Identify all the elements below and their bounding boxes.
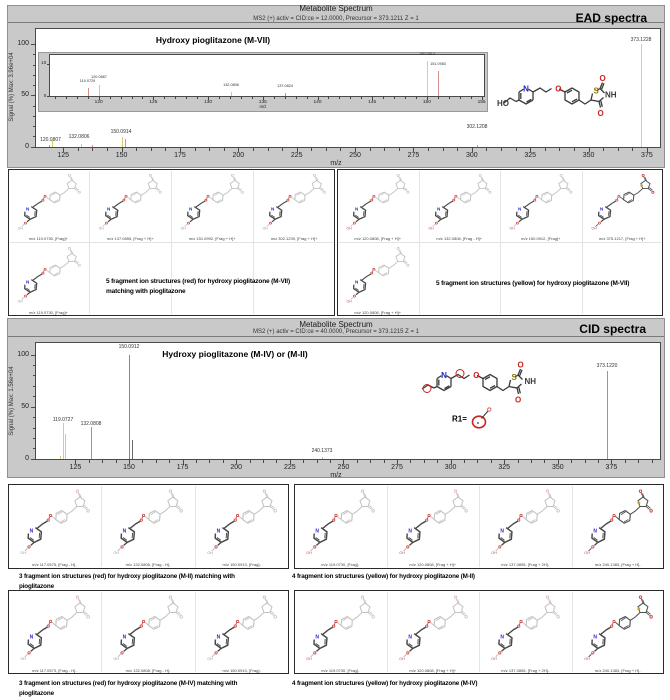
svg-text:Signal (%) Max: 1.56e+04: Signal (%) Max: 1.56e+04 bbox=[9, 366, 15, 436]
svg-text:R1=: R1= bbox=[452, 415, 467, 424]
svg-text:S: S bbox=[512, 373, 518, 382]
svg-text:N: N bbox=[441, 371, 447, 380]
svg-text:O: O bbox=[555, 85, 561, 94]
svg-text:Signal (%) Max: 3.96e+04: Signal (%) Max: 3.96e+04 bbox=[9, 52, 15, 122]
svg-text:HO: HO bbox=[497, 99, 509, 108]
svg-text:NH: NH bbox=[605, 91, 617, 100]
svg-text:NH: NH bbox=[525, 377, 537, 386]
svg-text:S: S bbox=[594, 87, 600, 96]
svg-text:O: O bbox=[473, 371, 479, 380]
svg-text:N: N bbox=[523, 85, 529, 94]
svg-text:O: O bbox=[515, 396, 521, 405]
svg-text:O: O bbox=[598, 109, 604, 118]
svg-text:O: O bbox=[518, 361, 524, 370]
svg-text:O: O bbox=[600, 74, 606, 83]
